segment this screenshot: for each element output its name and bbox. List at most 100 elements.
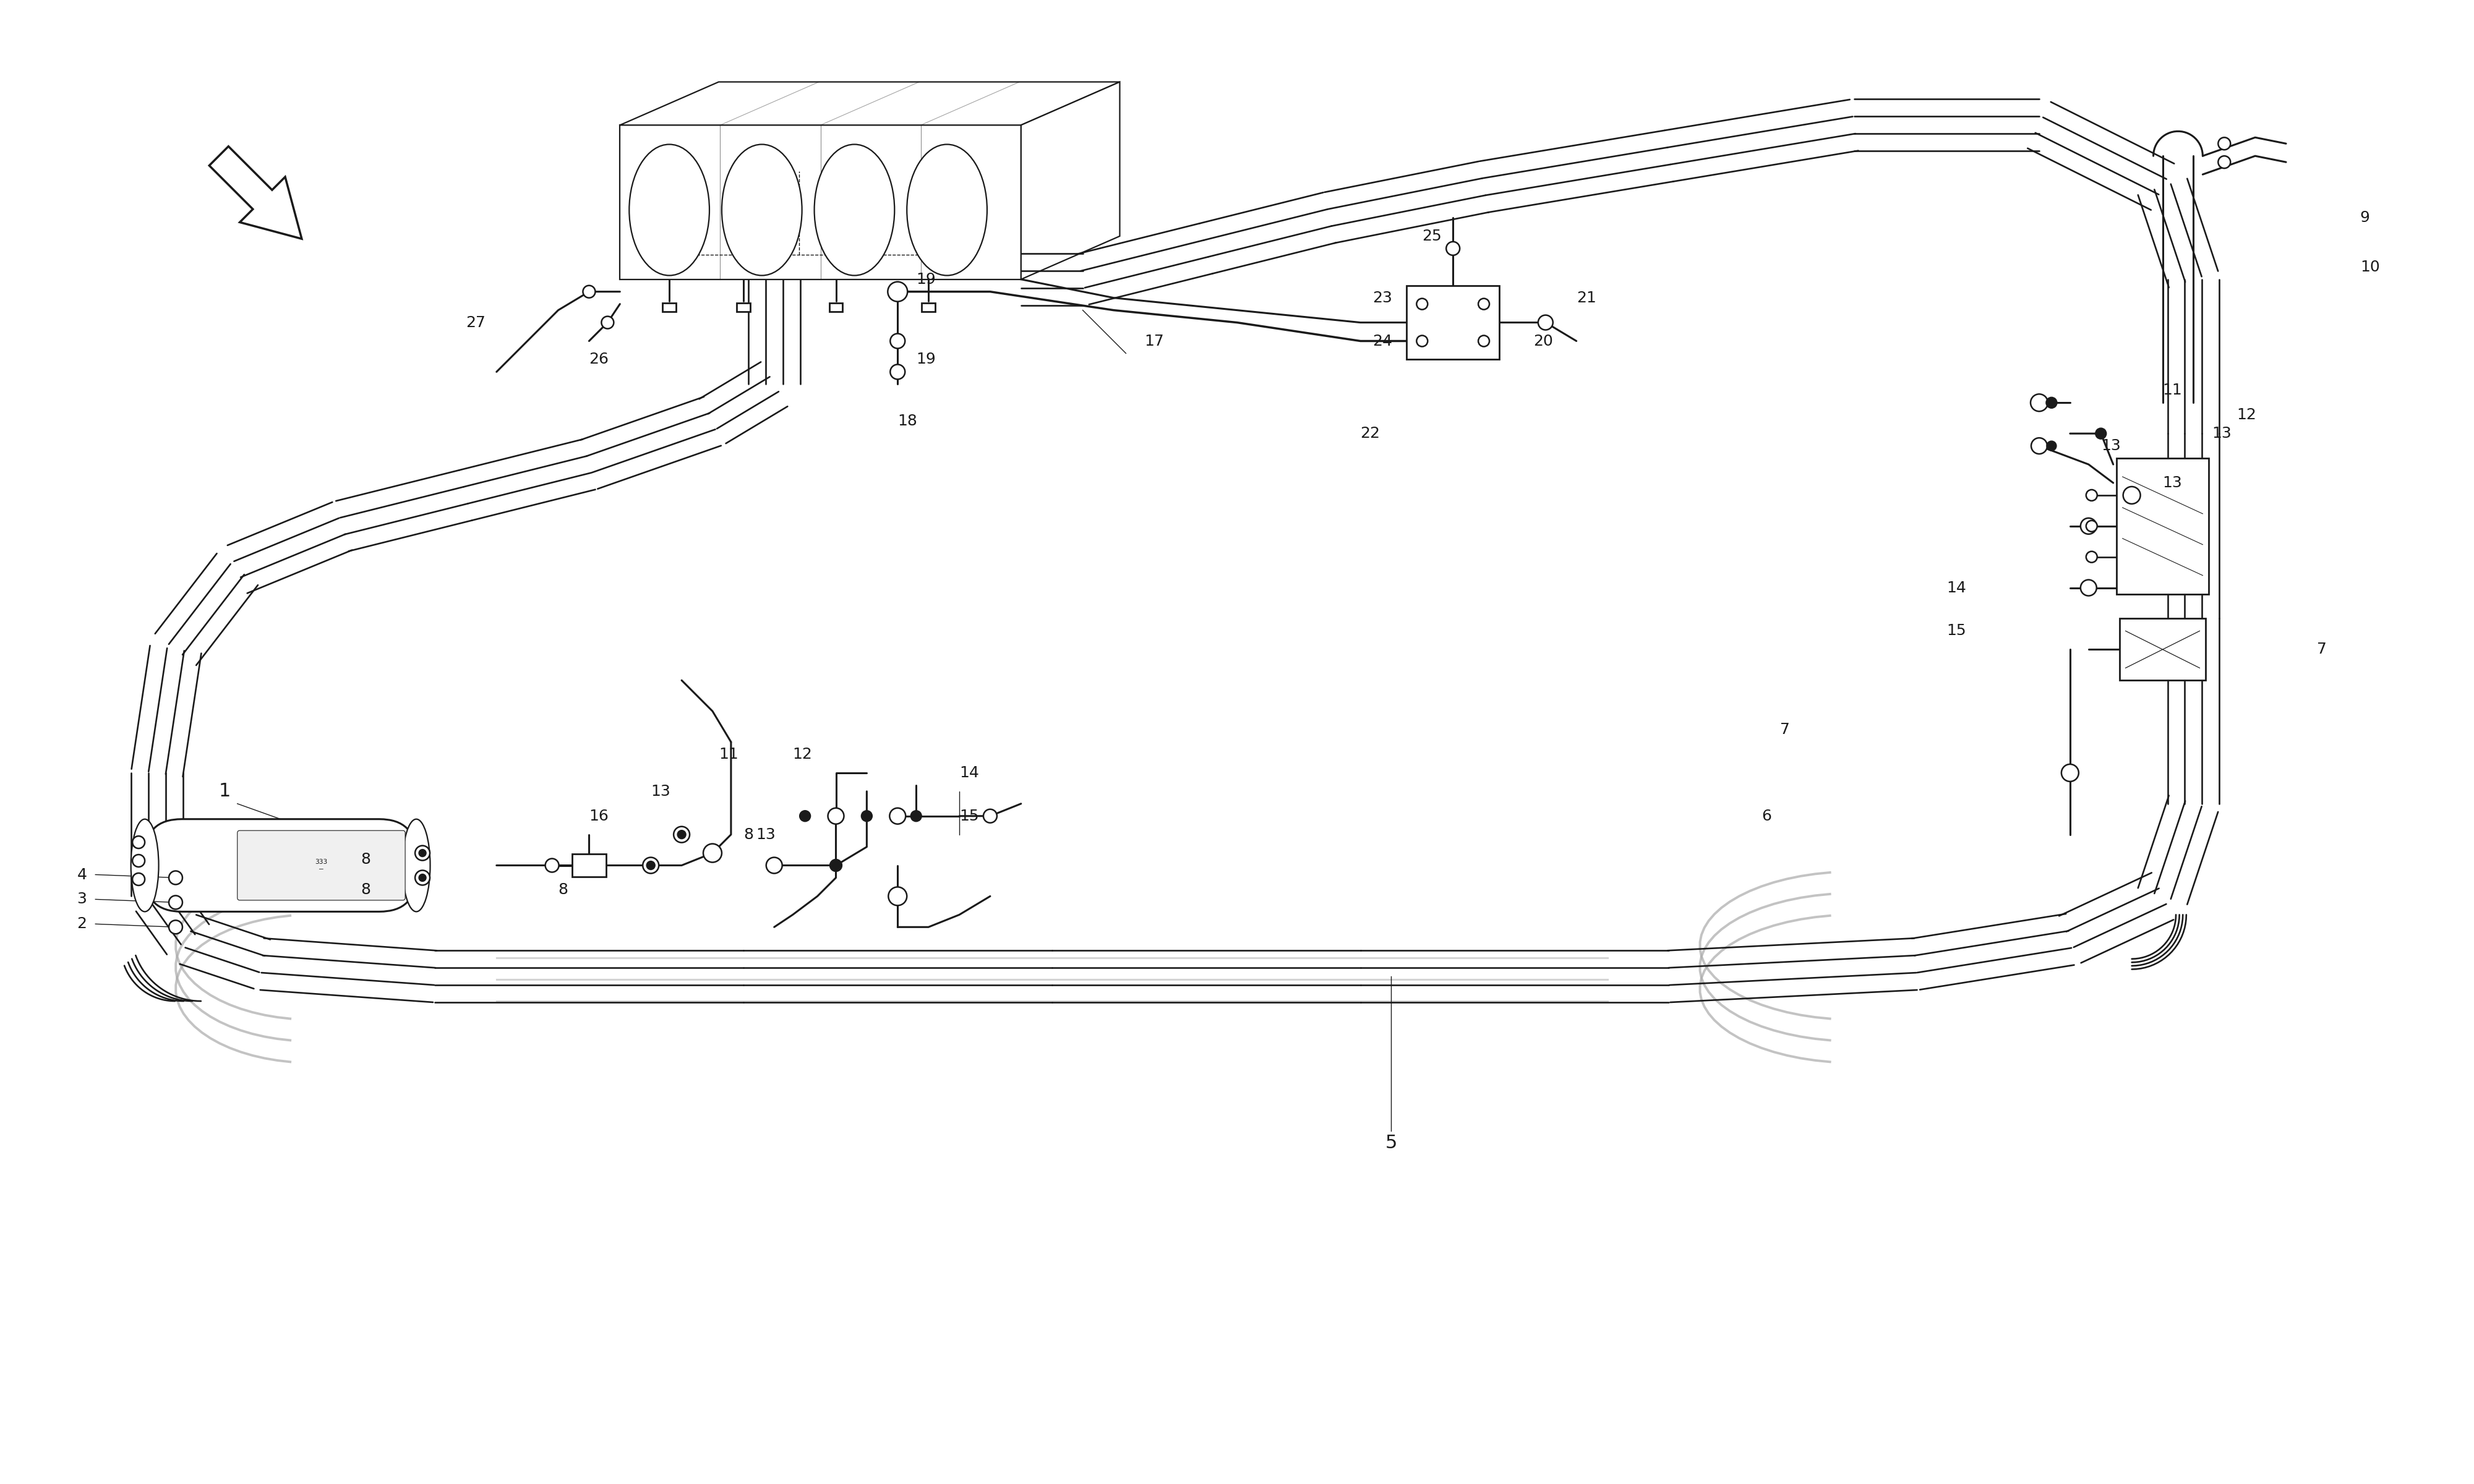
Bar — [663, 303, 675, 312]
Text: 8: 8 — [361, 852, 371, 867]
Circle shape — [799, 810, 811, 822]
Circle shape — [673, 827, 690, 843]
Text: 13: 13 — [2212, 426, 2232, 441]
Circle shape — [861, 810, 873, 822]
Circle shape — [418, 849, 426, 856]
Text: 16: 16 — [589, 809, 609, 824]
Text: 23: 23 — [1373, 291, 1393, 306]
Circle shape — [703, 844, 722, 862]
Circle shape — [418, 874, 426, 881]
Circle shape — [416, 846, 430, 861]
Text: 6: 6 — [1761, 809, 1771, 824]
Circle shape — [168, 896, 183, 910]
Circle shape — [2046, 441, 2056, 451]
Text: 2: 2 — [77, 917, 87, 932]
Text: 26: 26 — [589, 352, 609, 367]
Bar — [737, 303, 750, 312]
Circle shape — [2081, 580, 2095, 595]
Text: 25: 25 — [1423, 229, 1442, 243]
Text: 8: 8 — [361, 883, 371, 898]
Circle shape — [601, 316, 614, 328]
Circle shape — [168, 871, 183, 884]
Circle shape — [767, 858, 782, 874]
Bar — [923, 303, 935, 312]
Circle shape — [891, 334, 905, 349]
Text: 7: 7 — [1779, 723, 1789, 738]
Bar — [1408, 285, 1499, 359]
Circle shape — [829, 859, 841, 871]
Text: 24: 24 — [1373, 334, 1393, 349]
Circle shape — [2081, 518, 2095, 534]
Text: 19: 19 — [915, 272, 935, 286]
Circle shape — [1539, 315, 1554, 329]
Polygon shape — [621, 82, 1121, 125]
Circle shape — [134, 855, 146, 867]
Circle shape — [982, 809, 997, 822]
Text: 12: 12 — [2236, 408, 2256, 423]
Text: 333
—: 333 — — [314, 859, 327, 873]
Polygon shape — [621, 125, 1022, 279]
Circle shape — [1418, 298, 1427, 310]
Bar — [2120, 619, 2207, 680]
Circle shape — [891, 807, 905, 824]
Text: 4: 4 — [77, 867, 87, 881]
Circle shape — [1447, 242, 1460, 255]
Text: 20: 20 — [1534, 334, 1554, 349]
Circle shape — [646, 861, 656, 870]
Ellipse shape — [403, 819, 430, 911]
Circle shape — [2031, 395, 2048, 411]
Circle shape — [2123, 487, 2140, 505]
Circle shape — [1479, 335, 1489, 347]
Circle shape — [1479, 298, 1489, 310]
Bar — [571, 853, 606, 877]
Polygon shape — [210, 147, 302, 239]
Circle shape — [1418, 335, 1427, 347]
Text: 18: 18 — [898, 414, 918, 429]
Text: 15: 15 — [960, 809, 980, 824]
Text: 10: 10 — [2360, 260, 2380, 275]
Text: 5: 5 — [1385, 1134, 1398, 1152]
Circle shape — [829, 807, 844, 824]
Ellipse shape — [722, 144, 802, 276]
Circle shape — [2086, 521, 2098, 531]
Circle shape — [2061, 764, 2078, 782]
Text: 11: 11 — [717, 746, 737, 761]
Circle shape — [2219, 156, 2232, 168]
Circle shape — [134, 835, 146, 849]
Text: 7: 7 — [2316, 643, 2326, 657]
Circle shape — [168, 920, 183, 933]
Ellipse shape — [628, 144, 710, 276]
Circle shape — [2031, 438, 2046, 454]
Text: 27: 27 — [465, 315, 485, 329]
Circle shape — [416, 870, 430, 884]
Circle shape — [544, 859, 559, 873]
Circle shape — [910, 810, 923, 822]
Circle shape — [678, 830, 685, 838]
Text: 13: 13 — [2162, 475, 2182, 490]
Text: 1: 1 — [218, 782, 230, 800]
Circle shape — [888, 282, 908, 301]
Circle shape — [888, 887, 908, 905]
Circle shape — [2086, 490, 2098, 500]
Bar — [829, 303, 844, 312]
Text: 13: 13 — [755, 827, 774, 841]
Circle shape — [891, 365, 905, 380]
Text: 13: 13 — [651, 784, 670, 798]
Text: 11: 11 — [2162, 383, 2182, 398]
Circle shape — [2095, 427, 2105, 439]
Text: 8: 8 — [742, 827, 752, 841]
Text: 13: 13 — [2100, 438, 2120, 453]
Text: 19: 19 — [915, 352, 935, 367]
Circle shape — [2046, 398, 2056, 408]
Text: 22: 22 — [1361, 426, 1380, 441]
Bar — [2115, 459, 2209, 594]
Text: 8: 8 — [559, 883, 569, 898]
Circle shape — [134, 873, 146, 886]
Text: 9: 9 — [2360, 211, 2370, 226]
Circle shape — [2219, 138, 2232, 150]
Text: 17: 17 — [1145, 334, 1165, 349]
FancyBboxPatch shape — [146, 819, 416, 911]
Text: 14: 14 — [960, 766, 980, 781]
Text: 12: 12 — [792, 746, 811, 761]
Circle shape — [584, 285, 596, 298]
